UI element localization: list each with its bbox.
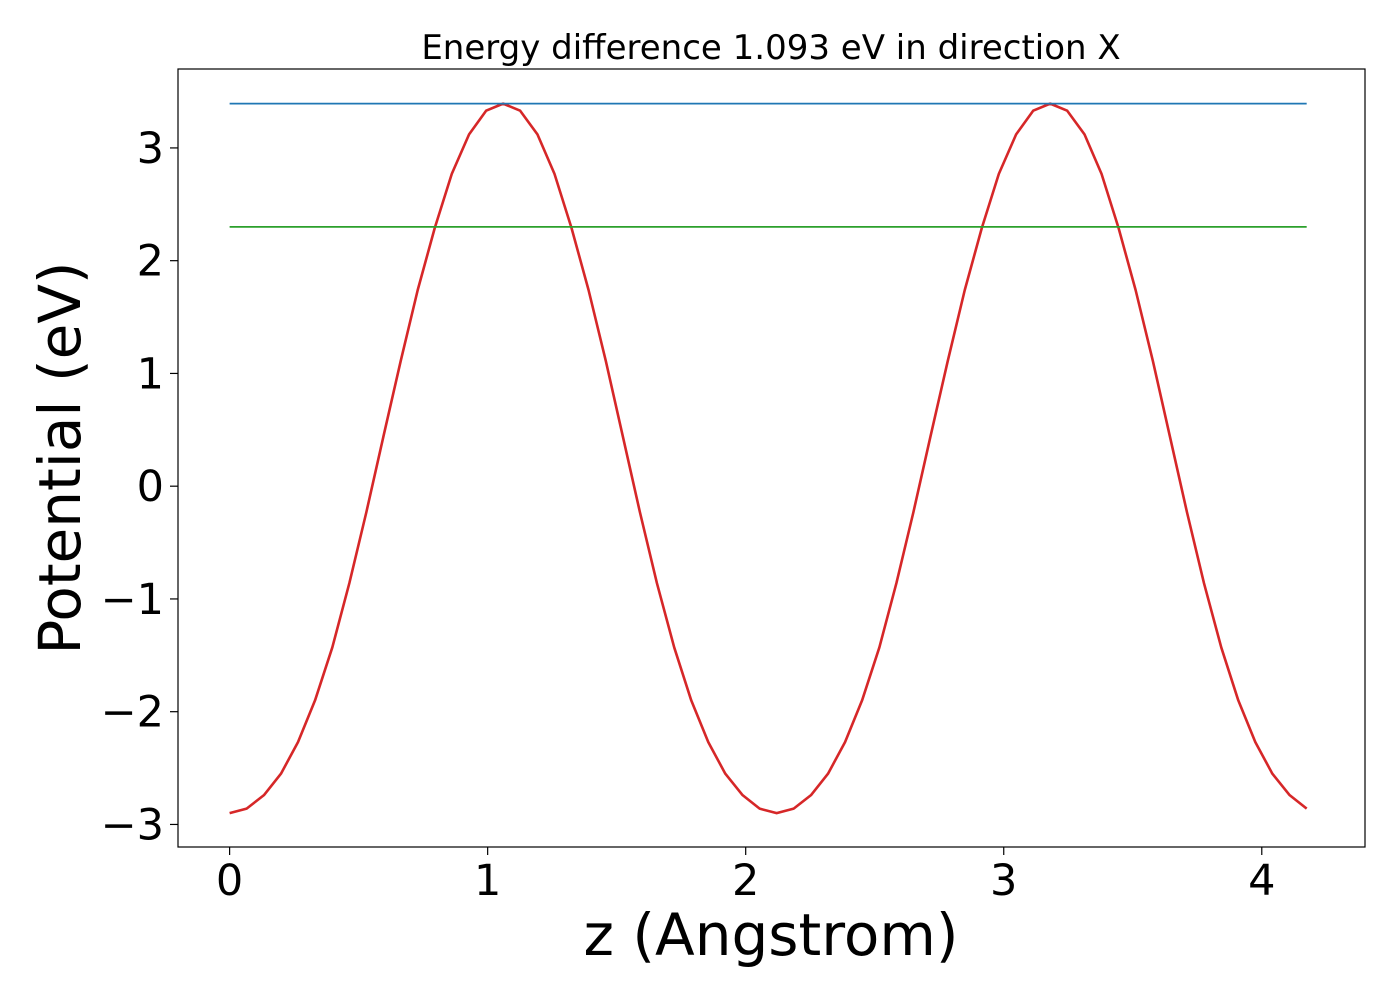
y-tick-label: 3 (137, 124, 164, 174)
y-axis-label: Potential (eV) (26, 261, 94, 654)
series-line-0 (229, 102, 1308, 815)
y-tick-label: −1 (101, 575, 164, 625)
x-tick-label: 2 (732, 856, 759, 906)
y-tick-label: −3 (101, 800, 164, 850)
y-tick-label: −2 (101, 688, 164, 738)
plot-area-frame (177, 68, 1366, 848)
x-tick-label: 3 (990, 856, 1017, 906)
y-tick-label: 1 (137, 349, 164, 399)
series-layer (229, 102, 1308, 815)
y-tick-label: 0 (137, 462, 164, 512)
x-tick-label: 0 (216, 856, 243, 906)
chart-title: Energy difference 1.093 eV in direction … (421, 28, 1120, 68)
tick-layer: 0 1 2 3 4 −3 −2 −1 0 1 2 3 (101, 124, 1276, 906)
y-tick-label: 2 (137, 237, 164, 287)
x-tick-label: 4 (1248, 856, 1275, 906)
x-tick-label: 1 (474, 856, 501, 906)
x-axis-label: z (Angstrom) (584, 901, 959, 969)
